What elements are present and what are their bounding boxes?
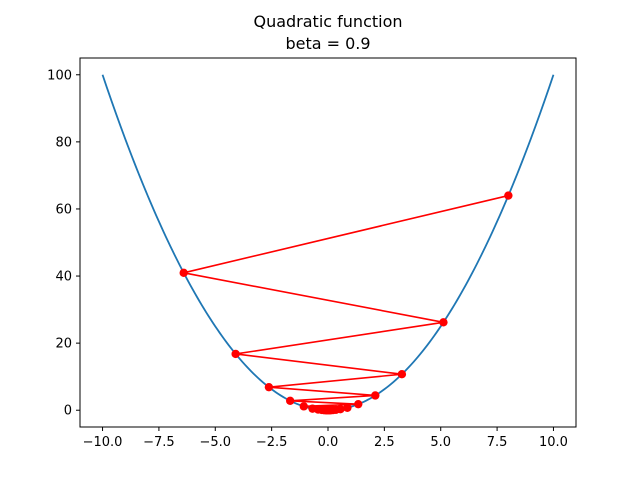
iterate-point	[285, 396, 295, 405]
x-tick-label: 5.0	[430, 435, 451, 450]
y-tick-label: 80	[55, 135, 72, 150]
iterate-point	[354, 399, 363, 409]
curve-line	[101, 74, 555, 412]
x-tick-label: 2.5	[374, 435, 395, 450]
plot-layer	[101, 74, 555, 415]
axes-layer: −10.0 −7.5 −5.0 −2.5 0.0 2.5 5.0 7.5 10.0 0 20 40 60…	[47, 57, 577, 450]
iterates-line	[182, 194, 509, 412]
y-tick-label: 40	[55, 270, 72, 285]
x-tick-label: 7.5	[487, 435, 508, 450]
x-tick-label: 10.0	[539, 435, 568, 450]
x-tick-label: 0.0	[318, 435, 339, 450]
y-tick-label: 100	[47, 68, 72, 83]
x-tick-label: −2.5	[256, 435, 288, 450]
x-tick-label: −7.5	[143, 435, 175, 450]
iterate-point	[371, 391, 380, 400]
iterate-point	[179, 268, 188, 278]
x-tick-label: −10.0	[83, 435, 123, 450]
x-tick-label: −5.0	[199, 435, 231, 450]
chart-subtitle: beta = 0.9	[285, 34, 370, 53]
y-tick-label: 60	[55, 202, 72, 217]
y-tick-label: 20	[55, 337, 72, 352]
axes-frame	[79, 57, 577, 428]
iterate-point	[397, 370, 407, 379]
iterate-point	[299, 402, 308, 411]
y-tick-label: 0	[64, 404, 72, 419]
chart-title: Quadratic function	[253, 12, 402, 31]
iterate-point	[439, 318, 448, 327]
iterate-point	[264, 382, 274, 392]
iterate-point	[231, 349, 240, 359]
iterate-point	[504, 191, 513, 200]
iterate-point	[323, 406, 332, 415]
iterate-point	[343, 403, 352, 412]
